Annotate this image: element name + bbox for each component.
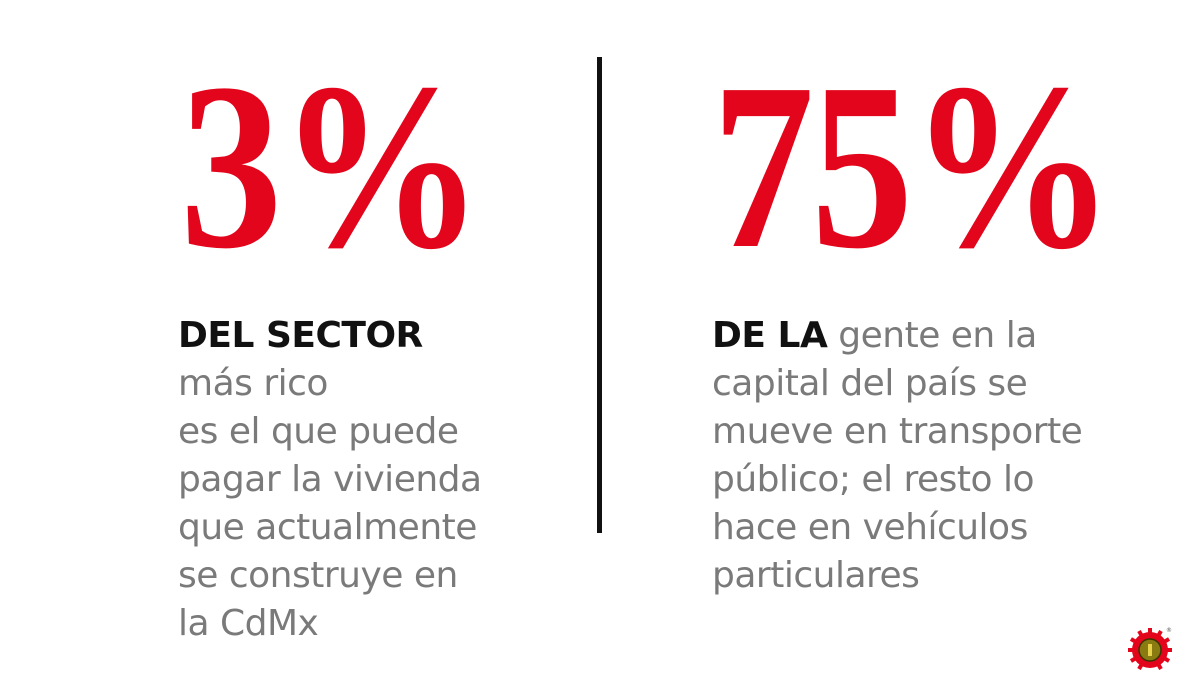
left-line: es el que puede (178, 411, 459, 452)
divider (597, 57, 602, 533)
left-lead: DEL SECTOR (178, 315, 423, 356)
right-line: capital del país se (712, 363, 1028, 404)
left-line: se construye en (178, 555, 458, 596)
right-line: mueve en transporte (712, 411, 1083, 452)
right-line: particulares (712, 555, 920, 596)
right-stat: 75% (712, 35, 1114, 298)
sun-emblem-logo: ® (1128, 626, 1172, 671)
left-line: más rico (178, 363, 328, 404)
left-line: pagar la vivienda (178, 459, 482, 500)
registered-mark: ® (1166, 627, 1172, 634)
left-line: la CdMx (178, 603, 319, 644)
right-lead: DE LA (712, 315, 828, 356)
left-description: DEL SECTOR más rico es el que puede paga… (178, 312, 482, 648)
right-line: hace en vehículos (712, 507, 1028, 548)
right-description: DE LA gente en la capital del país se mu… (712, 312, 1083, 600)
left-stat: 3% (180, 35, 484, 298)
right-line: público; el resto lo (712, 459, 1035, 500)
left-line: que actualmente (178, 507, 477, 548)
right-line: gente en la (827, 315, 1037, 356)
